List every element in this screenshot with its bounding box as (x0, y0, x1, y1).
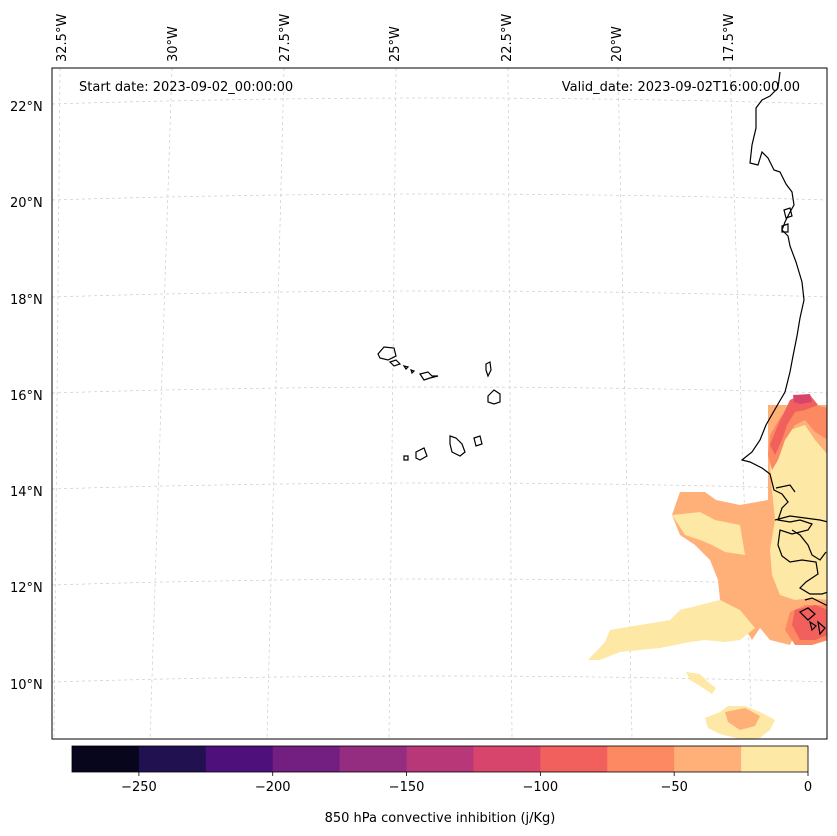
colorbar-tick-label: −100 (523, 780, 559, 795)
island-santo-antao (377, 346, 397, 361)
island-fogo (415, 447, 428, 461)
colorbar-tick-label: −200 (255, 780, 291, 795)
colorbar-ticks: −250 −200 −150 −100 −50 0 (121, 772, 812, 795)
colorbar-frame (71, 745, 809, 773)
lon-label-25w: 25°W (388, 26, 403, 62)
colorbar-segment (406, 746, 474, 772)
cin-contours (588, 394, 827, 739)
border-line-b (791, 529, 827, 561)
island-sal (485, 361, 492, 378)
island-santa-luzia (402, 365, 416, 375)
valid-date-label: Valid_date: 2023-09-02T16:00:00.00 (562, 80, 800, 95)
map-area: Start date: 2023-09-02_00:00:00 Valid_da… (52, 68, 827, 739)
lat-label-12n: 12°N (10, 581, 43, 596)
latitude-labels: 22°N 20°N 18°N 16°N 14°N 12°N 10°N (10, 100, 43, 693)
lat-label-22n: 22°N (10, 100, 43, 115)
colorbar-label: 850 hPa convective inhibition (j/Kg) (325, 811, 556, 826)
colorbar-segment (741, 746, 809, 772)
contour-band-minus100-a (770, 395, 818, 455)
contour-band-minus125 (793, 394, 812, 404)
colorbar-segment (272, 746, 341, 772)
island-santiago (449, 435, 466, 457)
longitude-labels: 32.5°W 30°W 27.5°W 25°W 22.5°W 20°W 17.5… (55, 14, 737, 62)
colorbar-segment (72, 746, 140, 772)
lon-label-22-5w: 22.5°W (500, 14, 515, 62)
map-frame (51, 67, 828, 740)
colorbar-segment (674, 746, 742, 772)
contour-band-minus25-d (686, 672, 716, 694)
africa-coastline (740, 71, 827, 595)
coastline (377, 71, 827, 636)
colorbar-tick-label: 0 (804, 780, 812, 795)
gambia-river-outline (774, 515, 827, 523)
start-date-label: Start date: 2023-09-02_00:00:00 (79, 80, 293, 95)
colorbar-segment (138, 746, 207, 772)
lat-label-20n: 20°N (10, 196, 43, 211)
lat-label-18n: 18°N (10, 293, 43, 308)
contour-band-minus25-b (770, 425, 827, 600)
contour-band-minus50-f (725, 708, 760, 730)
lon-label-30w: 30°W (166, 26, 181, 62)
island-sao-vicente (388, 359, 402, 367)
contour-band-minus25-a (672, 512, 745, 555)
lon-label-17-5w: 17.5°W (722, 14, 737, 62)
colorbar-segment (540, 746, 608, 772)
colorbar-tick-label: −150 (389, 780, 425, 795)
island-maio (473, 435, 483, 447)
island-sao-nicolau (419, 371, 439, 381)
colorbar-tick-label: −250 (121, 780, 157, 795)
island-brava (403, 455, 409, 461)
lon-label-32-5w: 32.5°W (55, 14, 70, 62)
island-boa-vista (487, 389, 501, 405)
contour-band-minus100-b (792, 605, 827, 640)
colorbar-tick-label: −50 (660, 780, 687, 795)
bissagos-islands (798, 607, 826, 636)
colorbar-segment (607, 746, 675, 772)
colorbar-segment (205, 746, 274, 772)
lon-label-27-5w: 27.5°W (278, 14, 293, 62)
lat-label-14n: 14°N (10, 485, 43, 500)
colorbar-segment (473, 746, 541, 772)
contour-band-minus25-c (588, 600, 755, 660)
lat-label-16n: 16°N (10, 389, 43, 404)
border-line-a (775, 484, 796, 493)
colorbar-segment (339, 746, 408, 772)
lon-label-20w: 20°W (610, 26, 625, 62)
colorbar-segments (72, 746, 809, 772)
banc-arguin-islands (781, 207, 793, 233)
lat-label-10n: 10°N (10, 678, 43, 693)
coastline-south (804, 597, 827, 607)
colorbar: −250 −200 −150 −100 −50 0 850 hPa convective … (71, 745, 812, 826)
